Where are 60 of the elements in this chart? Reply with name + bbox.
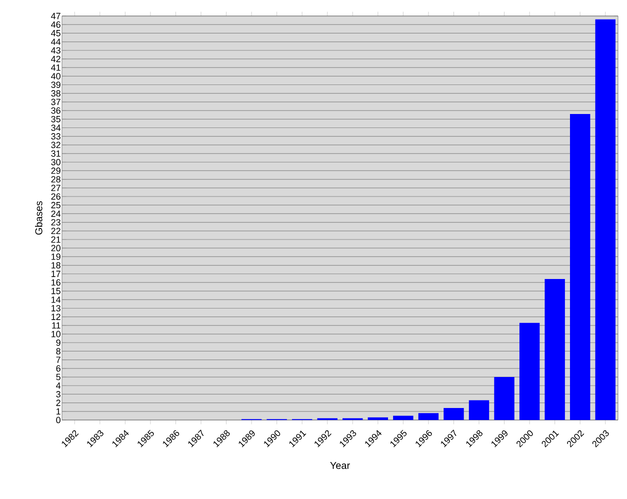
y-tick-label: 15 bbox=[52, 288, 60, 294]
y-tick-label: 17 bbox=[52, 270, 60, 277]
bar bbox=[570, 114, 590, 420]
y-tick-label: 36 bbox=[51, 107, 60, 114]
bar bbox=[468, 400, 490, 420]
y-tick-label: 40 bbox=[51, 72, 60, 80]
bar bbox=[544, 279, 565, 420]
y-tick-label: 7 bbox=[56, 356, 60, 363]
y-tick-label: 18 bbox=[52, 262, 60, 268]
y-tick-label: 6 bbox=[56, 365, 60, 372]
y-tick-label: 19 bbox=[52, 254, 60, 260]
bar bbox=[494, 377, 514, 420]
y-tick-label: 25 bbox=[51, 202, 60, 208]
y-tick-label: 41 bbox=[51, 64, 60, 71]
y-tick-label: 35 bbox=[51, 116, 60, 122]
y-tick-label: 46 bbox=[51, 21, 60, 28]
y-tick-label: 9 bbox=[56, 339, 60, 346]
y-tick-label: 47 bbox=[51, 12, 60, 20]
y-tick-label: 1 bbox=[56, 408, 60, 414]
bar bbox=[393, 416, 414, 420]
bar bbox=[418, 413, 439, 420]
y-axis-title: Gbases bbox=[35, 201, 42, 235]
y-tick-label: 28 bbox=[51, 176, 60, 182]
y-tick-label: 33 bbox=[51, 133, 60, 140]
y-tick-label: 11 bbox=[52, 322, 60, 329]
y-tick-label: 26 bbox=[51, 193, 60, 200]
y-tick-label: 30 bbox=[51, 158, 60, 166]
y-tick-label: 2 bbox=[56, 400, 60, 406]
y-tick-label: 14 bbox=[52, 296, 61, 303]
y-tick-label: 37 bbox=[51, 98, 60, 106]
y-tick-label: 32 bbox=[51, 142, 60, 148]
y-tick-label: 5 bbox=[56, 374, 60, 380]
y-tick-label: 23 bbox=[51, 219, 60, 226]
y-tick-label: 31 bbox=[51, 150, 60, 157]
y-tick-label: 8 bbox=[56, 348, 60, 354]
y-tick-label: 13 bbox=[52, 305, 60, 312]
y-tick-label: 22 bbox=[51, 228, 60, 234]
y-tick-label: 16 bbox=[52, 279, 60, 286]
y-tick-label: 34 bbox=[51, 124, 61, 131]
y-tick-label: 39 bbox=[51, 82, 60, 88]
y-tick-label: 21 bbox=[51, 236, 60, 243]
y-tick-label: 0 bbox=[56, 416, 60, 424]
y-tick-label: 42 bbox=[51, 56, 60, 62]
y-tick-label: 24 bbox=[51, 210, 61, 217]
y-tick-label: 44 bbox=[51, 38, 61, 45]
y-tick-label: 43 bbox=[51, 47, 60, 54]
y-tick-label: 3 bbox=[56, 391, 60, 398]
y-tick-label: 27 bbox=[51, 184, 60, 192]
y-tick-label: 45 bbox=[51, 30, 60, 36]
bar bbox=[444, 408, 464, 420]
y-tick-label: 12 bbox=[52, 314, 60, 320]
y-tick-label: 10 bbox=[52, 330, 60, 338]
y-tick-label: 20 bbox=[51, 244, 60, 252]
x-axis-title: Year bbox=[330, 462, 350, 469]
bar bbox=[519, 322, 540, 420]
bar bbox=[595, 19, 616, 420]
bar bbox=[368, 417, 388, 420]
y-tick-label: 38 bbox=[51, 90, 60, 97]
y-tick-label: 29 bbox=[51, 168, 60, 174]
y-tick-label: 4 bbox=[56, 382, 61, 389]
